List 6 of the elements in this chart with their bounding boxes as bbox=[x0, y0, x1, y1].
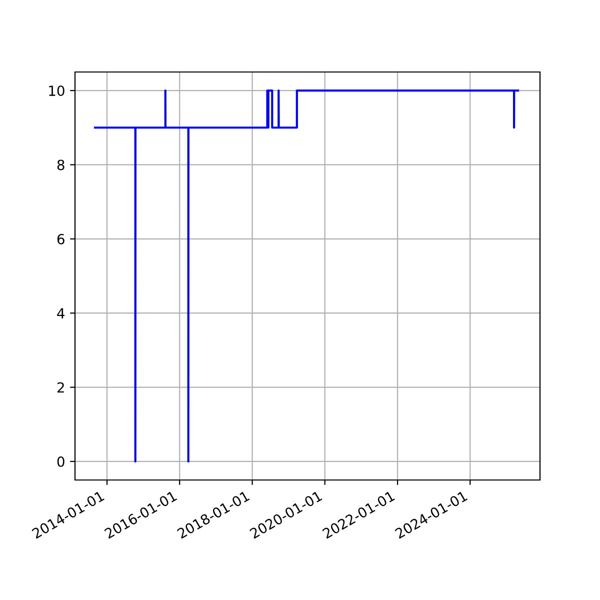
y-tick-label: 0 bbox=[57, 456, 64, 467]
y-tick-label: 4 bbox=[57, 308, 64, 318]
y-tick-label: 8 bbox=[57, 160, 64, 170]
y-tick-label: 6 bbox=[57, 234, 64, 244]
y-tick-label: 2 bbox=[57, 382, 64, 393]
y-tick-label: 10 bbox=[49, 86, 64, 96]
